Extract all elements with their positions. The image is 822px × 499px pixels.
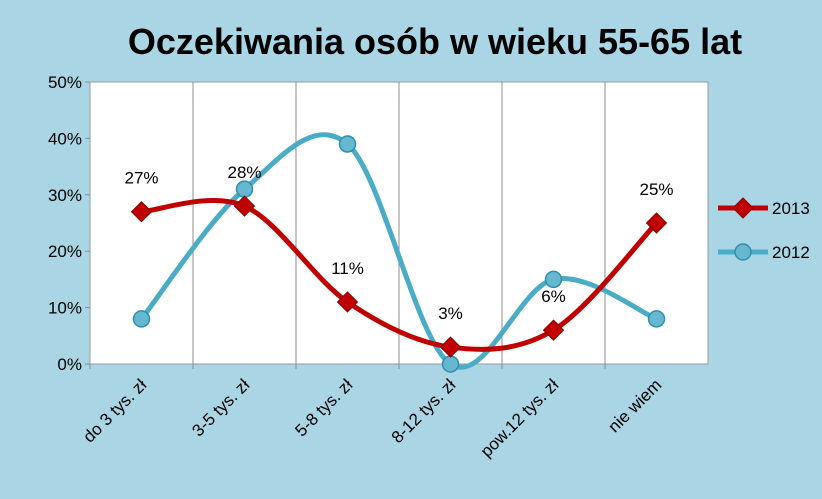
legend-marker-2012 [734, 243, 752, 261]
data-point-2012 [647, 310, 666, 328]
data-point-2012 [544, 270, 563, 289]
y-tick-label: 50% [48, 73, 82, 92]
x-tick-label: do 3 tys. zł [79, 375, 150, 446]
legend-label-2012: 2012 [772, 243, 810, 262]
gridlines [192, 82, 606, 364]
data-point-2013 [542, 319, 565, 341]
data-point-2012 [132, 310, 151, 328]
series-group [130, 132, 668, 373]
data-point-2013 [233, 195, 256, 217]
data-point-2012 [235, 180, 254, 198]
chart-title: Oczekiwania osób w wieku 55-65 lat [128, 21, 742, 62]
legend-marker-2013 [732, 197, 754, 219]
x-tick-label: 8-12 tys. zł [388, 375, 460, 447]
y-tick-label: 20% [48, 242, 82, 261]
legend-label-2013: 2013 [772, 199, 810, 218]
data-label-2013: 28% [227, 163, 261, 182]
data-point-2012 [441, 355, 460, 373]
data-label-2013: 25% [639, 180, 673, 199]
y-tick-label: 40% [48, 129, 82, 148]
data-point-2013 [645, 212, 668, 234]
data-point-2013 [439, 336, 462, 358]
data-point-2013 [130, 201, 153, 223]
x-tick-label: 3-5 tys. zł [188, 375, 253, 440]
legend: 2013 2012 [718, 197, 810, 262]
y-tick-label: 10% [48, 299, 82, 318]
data-label-2013: 3% [438, 304, 463, 323]
y-tick-label: 30% [48, 186, 82, 205]
data-label-2013: 11% [331, 259, 364, 278]
x-tick-label: pow.12 tys. zł [477, 375, 563, 461]
x-tick-label: 5-8 tys. zł [291, 375, 356, 440]
data-label-2013: 6% [541, 287, 566, 306]
data-point-2012 [338, 135, 357, 153]
data-label-2013: 27% [124, 169, 158, 188]
y-axis: 0% 10% 20% 30% 40% 50% [48, 73, 90, 374]
y-tick-label: 0% [57, 355, 82, 374]
x-tick-label: nie wiem [604, 375, 665, 436]
x-axis: do 3 tys. zł 3-5 tys. zł 5-8 tys. zł 8-12 t… [79, 364, 665, 461]
data-point-2013 [336, 291, 359, 313]
data-labels: 27% 28% 11% 3% 6% 25% [124, 163, 673, 323]
